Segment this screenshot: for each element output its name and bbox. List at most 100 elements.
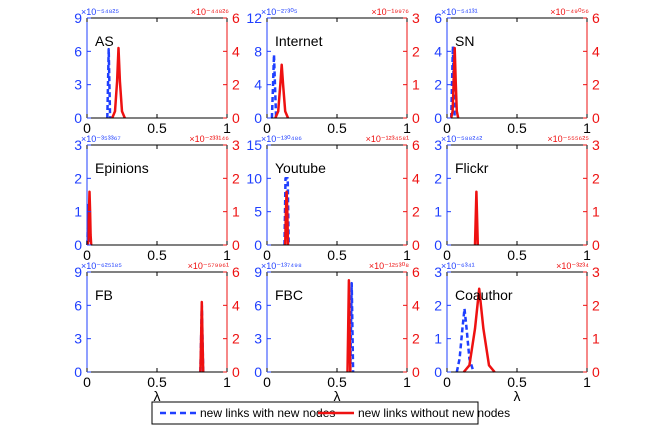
x-axis-label: λ [154,388,161,404]
x-tick-label: 1 [583,374,591,390]
left-y-tick-label: 2 [434,77,442,93]
left-exponent-label: ×10⁻⁵⁴¹³¹ [441,7,478,17]
left-exponent-label: ×10⁻⁶²⁵¹⁸⁵ [81,261,122,271]
x-tick-label: 0 [443,374,451,390]
series-without-new-nodes [86,190,93,246]
right-y-tick-label: 0 [592,110,600,126]
x-tick-label: 0 [263,374,271,390]
right-exponent-label: ×10⁻³²³⁴ [556,261,589,271]
left-y-tick-label: 5 [254,204,262,220]
x-tick-label: 0.5 [507,374,527,390]
left-y-tick-label: 9 [74,10,82,26]
panel-title: FB [95,287,113,303]
legend-label-blue: new links with new nodes [200,406,335,420]
x-tick-label: 0.5 [507,247,527,263]
left-exponent-label: ×10⁻⁵⁸⁸²⁴² [441,134,482,144]
left-y-tick-label: 9 [254,264,262,280]
series-without-new-nodes [462,287,496,373]
right-y-tick-label: 2 [232,331,240,347]
left-y-tick-label: 0 [74,237,82,253]
right-y-tick-label: 2 [232,170,240,186]
x-tick-label: 0 [443,247,451,263]
x-tick-label: 0.5 [327,120,347,136]
left-y-tick-label: 12 [246,10,262,26]
panel-title: Coauthor [455,287,513,303]
right-exponent-label: ×10⁻²³³¹⁴⁶ [189,134,229,144]
left-y-tick-label: 3 [74,77,82,93]
left-exponent-label: ×10⁻⁶³⁴¹ [441,261,475,271]
left-y-tick-label: 0 [254,364,262,380]
left-y-tick-label: 0 [434,364,442,380]
left-exponent-label: ×10⁻¹³⁷⁴⁹⁸ [261,261,302,271]
left-y-tick-label: 15 [246,137,262,153]
right-exponent-label: ×10⁻¹²³⁴⁵⁸¹ [366,134,409,144]
left-y-tick-label: 0 [434,237,442,253]
panel-title: AS [95,33,114,49]
x-tick-label: 0.5 [327,374,347,390]
left-y-tick-label: 9 [74,264,82,280]
x-tick-label: 0 [83,374,91,390]
right-y-tick-label: 6 [232,10,240,26]
right-y-tick-label: 1 [412,77,420,93]
x-tick-label: 1 [223,374,231,390]
x-tick-label: 1 [583,120,591,136]
left-y-tick-label: 6 [434,10,442,26]
series-without-new-nodes [111,46,126,119]
right-y-tick-label: 0 [232,364,240,380]
right-exponent-label: ×10⁻⁵⁷⁹⁹⁶¹ [188,261,229,271]
left-y-tick-label: 6 [254,297,262,313]
right-exponent-label: ×10⁻⁵⁵⁵⁶²⁵ [547,134,589,144]
x-tick-label: 0 [83,247,91,263]
series-with-new-nodes [270,53,278,119]
right-y-tick-label: 3 [232,137,240,153]
left-y-tick-label: 3 [254,331,262,347]
right-y-tick-label: 6 [592,10,600,26]
left-y-tick-label: 3 [434,264,442,280]
left-y-tick-label: 4 [254,77,262,93]
right-y-tick-label: 2 [412,331,420,347]
x-tick-label: 1 [223,120,231,136]
x-axis-label: λ [514,388,521,404]
right-y-tick-label: 1 [232,204,240,220]
left-y-tick-label: 3 [74,331,82,347]
right-y-tick-label: 6 [232,264,240,280]
left-y-tick-label: 10 [246,170,262,186]
right-y-tick-label: 4 [412,170,420,186]
right-y-tick-label: 2 [592,297,600,313]
series-without-new-nodes [274,63,290,119]
left-y-tick-label: 3 [74,137,82,153]
x-tick-label: 0.5 [147,374,167,390]
left-y-tick-label: 6 [74,297,82,313]
left-exponent-label: ×10⁻¹³⁰⁴⁸⁶ [261,134,302,144]
x-tick-label: 1 [403,374,411,390]
x-tick-label: 0 [263,120,271,136]
right-y-tick-label: 2 [232,77,240,93]
left-y-tick-label: 2 [74,170,82,186]
right-y-tick-label: 3 [592,137,600,153]
right-y-tick-label: 1 [592,331,600,347]
left-exponent-label: ×10⁻⁵⁴⁸²⁵ [81,7,119,17]
left-y-tick-label: 4 [434,43,442,59]
right-y-tick-label: 2 [412,43,420,59]
x-axis-label: λ [334,388,341,404]
x-tick-label: 1 [583,247,591,263]
left-y-tick-label: 0 [74,110,82,126]
panel-title: SN [455,33,474,49]
left-y-tick-label: 1 [74,204,82,220]
right-y-tick-label: 0 [412,364,420,380]
left-y-tick-label: 1 [434,331,442,347]
left-y-tick-label: 2 [434,297,442,313]
x-tick-label: 0 [83,120,91,136]
x-tick-label: 0.5 [327,247,347,263]
right-y-tick-label: 4 [592,43,600,59]
right-exponent-label: ×10⁻⁴⁴⁸²⁶ [191,7,230,17]
left-exponent-label: ×10⁻³⁵³³⁶⁷ [81,134,121,144]
series-without-new-nodes [449,46,460,119]
x-tick-label: 1 [223,247,231,263]
left-y-tick-label: 0 [434,110,442,126]
panel-title: Flickr [455,160,489,176]
